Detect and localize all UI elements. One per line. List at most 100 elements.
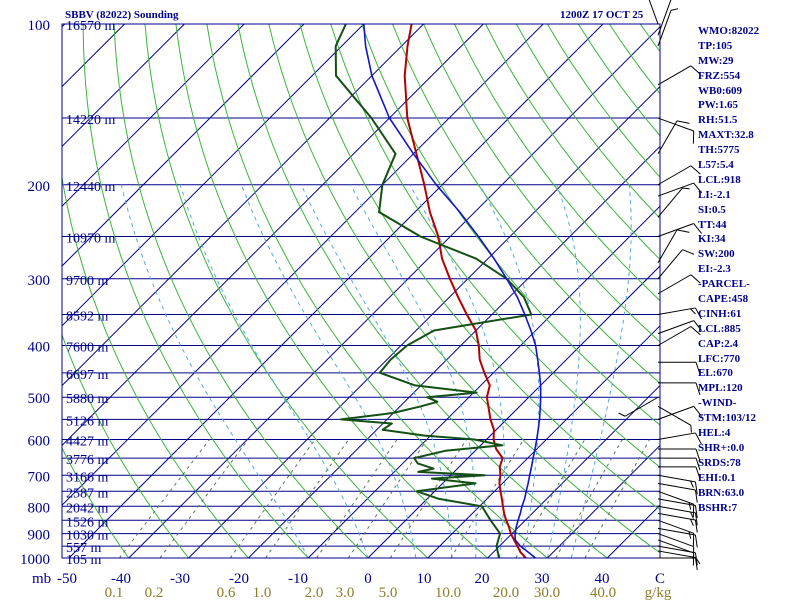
wind-barb xyxy=(657,512,698,533)
mixing-ratio-line xyxy=(555,439,623,558)
index-item: SI:0.5 xyxy=(698,203,726,216)
pressure-tick-label: 700 xyxy=(28,469,51,485)
dewpoint-trace xyxy=(334,24,533,558)
pressure-tick-label: 900 xyxy=(28,528,51,544)
height-label: 2042 m xyxy=(66,501,109,516)
index-item: BRN:63.0 xyxy=(698,486,745,499)
wind-barb xyxy=(658,382,701,396)
wind-barb xyxy=(657,545,698,566)
index-item: -PARCEL- xyxy=(698,278,750,291)
wind-barb xyxy=(658,448,701,462)
index-item: CAP:2.4 xyxy=(698,337,739,350)
index-item: MPL:120 xyxy=(698,382,743,395)
indices-panel: WMO:82022 TP:105 MW:29 FRZ:554 WB0:609 PW:1.6… xyxy=(698,24,759,515)
moist-adiabat-line xyxy=(120,184,309,558)
height-label: 5880 m xyxy=(66,392,109,407)
index-item: HEL:4 xyxy=(698,427,731,440)
temperature-tick-label: C xyxy=(655,571,665,587)
mixing-ratio-line xyxy=(229,439,316,558)
wind-barb xyxy=(657,505,698,526)
isotherm-line xyxy=(128,26,660,558)
index-item: LFC:770 xyxy=(698,352,741,365)
moist-adiabat-line xyxy=(570,184,632,558)
temperature-tick-label: -30 xyxy=(170,571,190,587)
isotherm-line xyxy=(62,24,185,148)
height-label: 7600 m xyxy=(66,341,109,356)
dry-adiabat-line xyxy=(206,24,548,558)
wind-barb xyxy=(657,182,702,197)
wind-barb xyxy=(657,527,698,548)
height-label: 9700 m xyxy=(66,274,109,289)
temperature-tick-label: 10 xyxy=(417,571,432,587)
index-item: CAPE:458 xyxy=(698,293,749,306)
wind-barb xyxy=(657,223,702,237)
temperature-trace xyxy=(403,24,527,558)
dry-adiabat-line xyxy=(330,24,660,468)
temperature-tick-label: -40 xyxy=(111,571,131,587)
temperature-tick-label: 20 xyxy=(475,571,490,587)
wind-barb xyxy=(657,326,701,346)
wind-barb xyxy=(657,249,695,280)
mixing-ratio-line xyxy=(159,439,249,558)
isotherm-line xyxy=(547,444,660,558)
height-label: 10970 m xyxy=(66,231,116,246)
dry-adiabat-line xyxy=(237,24,608,558)
mixing-ratio-label: 3.0 xyxy=(336,585,355,600)
isotherm-line xyxy=(62,24,245,207)
moist-adiabat-line xyxy=(300,184,453,558)
moist-adiabat-line xyxy=(546,184,581,558)
dry-adiabat-line xyxy=(62,446,130,558)
dry-adiabat-line xyxy=(423,24,660,343)
wind-barb xyxy=(648,0,659,25)
wind-barb xyxy=(658,361,701,375)
index-item: WB0:609 xyxy=(698,84,742,97)
isotherm-line xyxy=(248,145,660,558)
wind-barb xyxy=(657,187,690,218)
isotherm-line xyxy=(62,24,305,267)
wind-barb xyxy=(657,65,701,86)
height-label: 105 m xyxy=(66,553,102,568)
index-item: EHI:0.1 xyxy=(698,471,736,484)
pressure-tick-label: 300 xyxy=(28,273,51,289)
pressure-unit-label: mb xyxy=(32,571,51,587)
mixing-ratio-line xyxy=(265,439,350,558)
dry-adiabat-line xyxy=(361,24,660,426)
index-item: LI:-2.1 xyxy=(698,188,731,201)
moist-adiabat-line xyxy=(179,184,369,558)
mixing-ratio-line xyxy=(389,439,468,558)
dry-adiabat-line xyxy=(144,24,429,558)
wind-barb xyxy=(657,117,695,144)
wind-barb xyxy=(657,482,698,503)
index-item: BSHR:7 xyxy=(698,501,738,514)
index-item: TT:44 xyxy=(698,218,727,231)
dry-adiabat-line xyxy=(113,24,369,558)
index-item: LCL:885 xyxy=(698,322,741,335)
pressure-tick-label: 800 xyxy=(28,500,51,516)
mixing-ratio-label: 40.0 xyxy=(590,585,616,600)
wind-barb xyxy=(657,274,701,295)
index-item: RH:51.5 xyxy=(698,114,738,127)
isotherm-line xyxy=(367,265,660,558)
moist-adiabat-line xyxy=(409,184,506,558)
height-label: 14220 m xyxy=(66,113,116,128)
temperature-tick-label: -50 xyxy=(57,571,77,587)
isotherm-line xyxy=(62,24,424,387)
height-label: 3776 m xyxy=(66,453,109,468)
moist-adiabat-line xyxy=(350,184,477,558)
wind-barb xyxy=(657,405,692,433)
height-label: 12440 m xyxy=(66,180,116,195)
index-item: TP:105 xyxy=(698,39,733,52)
wind-barb xyxy=(657,8,679,47)
temperature-tick-label: 0 xyxy=(364,571,372,587)
mixing-ratio-label: 10.0 xyxy=(435,585,461,600)
index-item: SHR+:0.0 xyxy=(698,441,745,454)
index-item: KI:34 xyxy=(698,233,726,246)
wind-barb xyxy=(657,533,695,560)
dry-adiabat-line xyxy=(392,24,660,384)
temperature-tick-label: -20 xyxy=(229,571,249,587)
moist-adiabat-line xyxy=(479,184,540,558)
wind-barb xyxy=(657,165,701,186)
mixing-ratio-line xyxy=(118,439,210,558)
wind-barb xyxy=(658,457,701,471)
